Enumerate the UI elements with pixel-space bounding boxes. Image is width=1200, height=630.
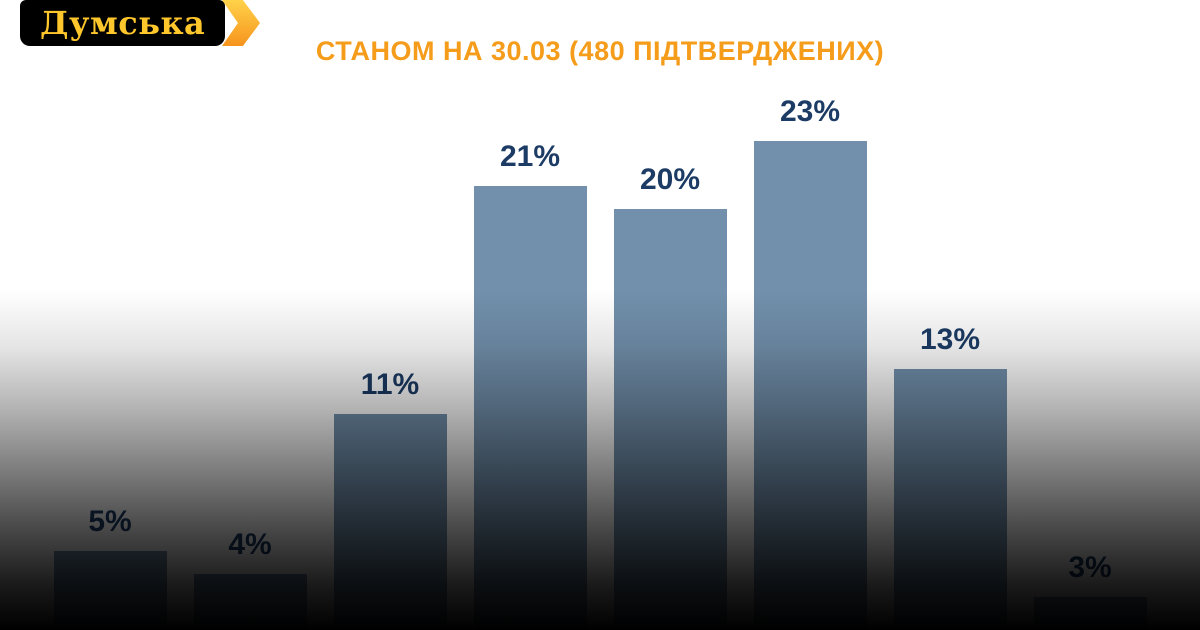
bar-column: 23% [753, 95, 867, 630]
bar-value-label: 5% [88, 505, 132, 538]
bar-value-label: 20% [639, 163, 701, 196]
chart-title: СТАНОМ НА 30.03 (480 ПІДТВЕРДЖЕНИХ) [315, 36, 885, 66]
bar [333, 414, 447, 630]
bar-value-label: 3% [1068, 551, 1112, 584]
bar-column: 4% [193, 528, 307, 630]
bar [53, 551, 167, 630]
bar [613, 209, 727, 630]
bar [893, 369, 1007, 630]
bar [473, 186, 587, 630]
bar [1033, 597, 1147, 630]
bar-column: 13% [893, 323, 1007, 630]
bar-column: 21% [473, 140, 587, 630]
bar-column: 3% [1033, 551, 1147, 630]
bar-column: 11% [333, 368, 447, 630]
bar-value-label: 13% [919, 323, 981, 356]
bar-chart: 5% 4% 11% 21% 20% 23% 13% 3% [0, 95, 1200, 630]
header: Думська СТАНОМ НА 30.03 (480 ПІДТВЕРДЖЕН… [0, 0, 1200, 80]
bar-column: 20% [613, 163, 727, 630]
bar-value-label: 11% [360, 368, 420, 401]
bar-value-label: 21% [499, 140, 561, 173]
bar-value-label: 4% [228, 528, 272, 561]
bar [753, 141, 867, 630]
bar-value-label: 23% [779, 95, 841, 128]
bar-column: 5% [53, 505, 167, 630]
bar [193, 574, 307, 630]
